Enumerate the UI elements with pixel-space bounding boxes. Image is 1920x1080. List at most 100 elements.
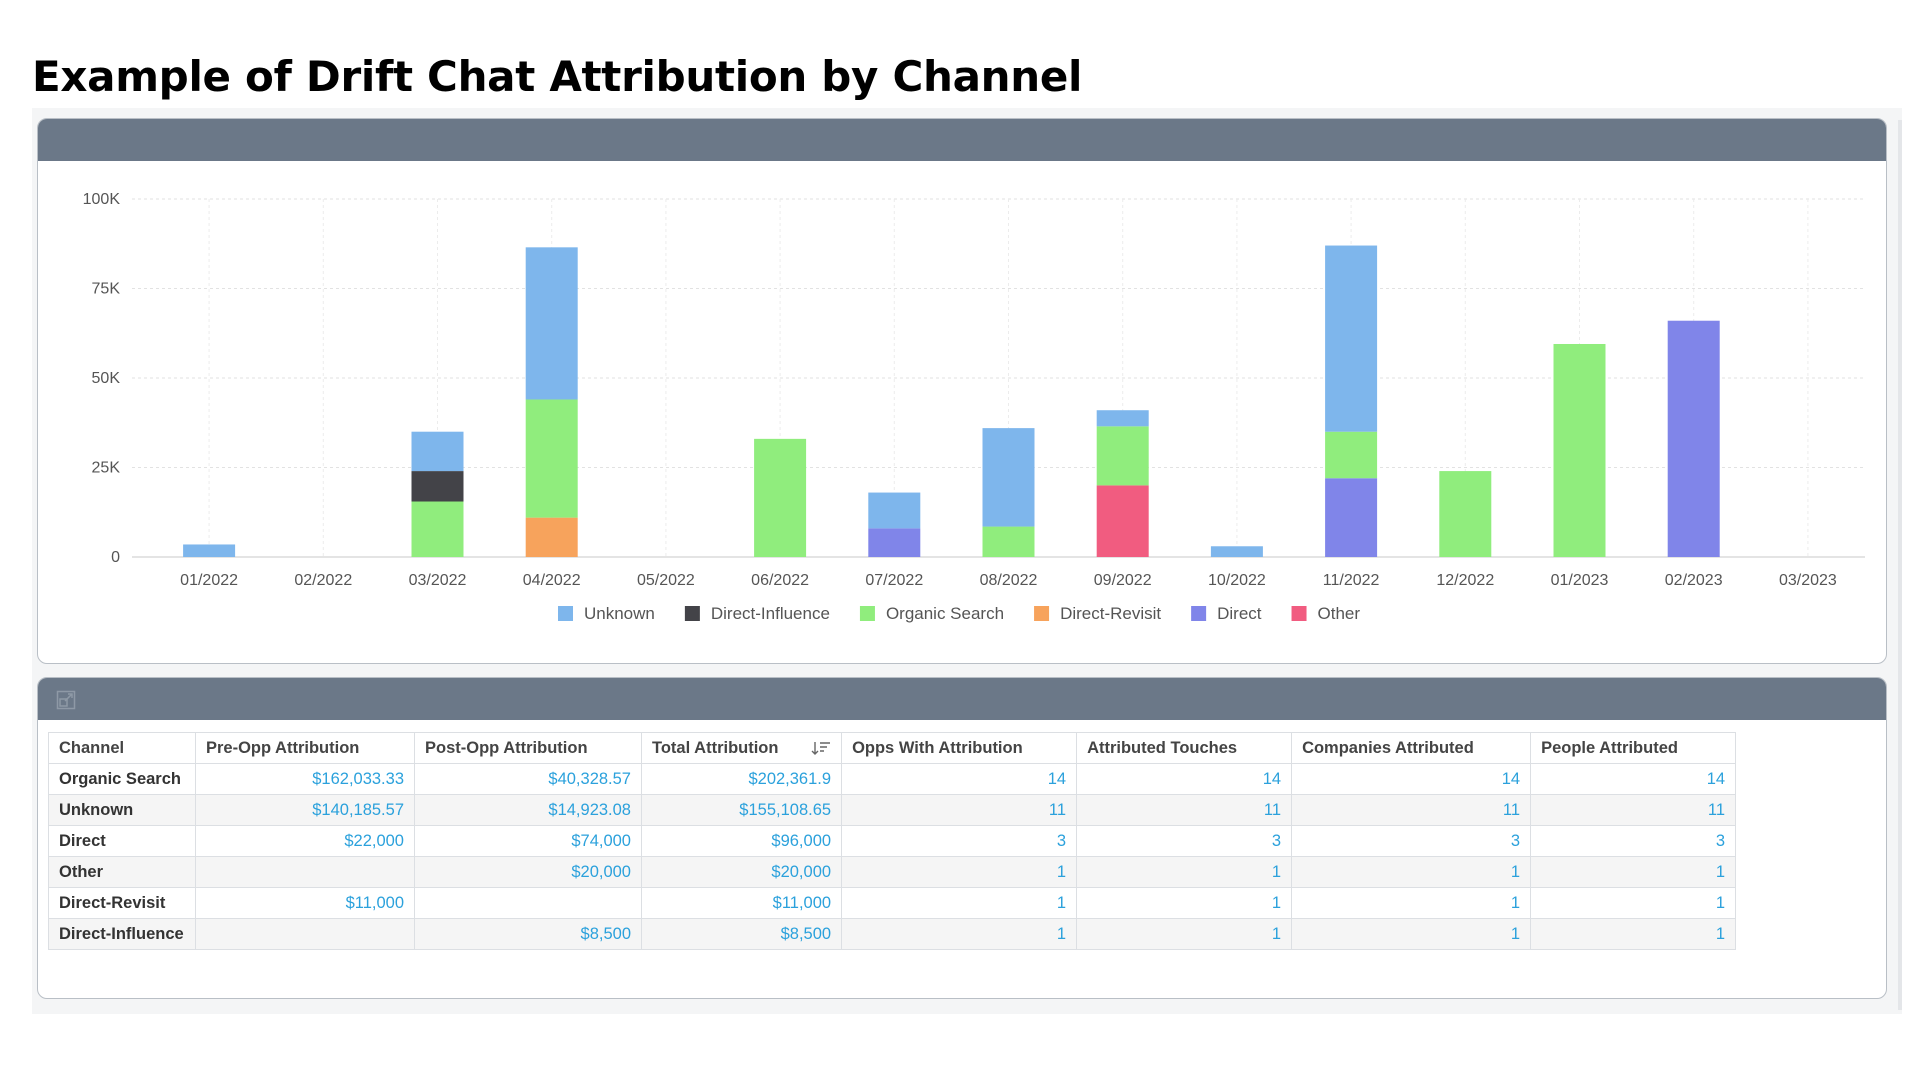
column-header-people[interactable]: People Attributed xyxy=(1530,732,1737,764)
sort-icon[interactable] xyxy=(811,740,831,756)
bar-segment-organic-search[interactable] xyxy=(525,399,578,518)
expand-icon[interactable] xyxy=(56,690,76,710)
legend-label[interactable]: Direct-Revisit xyxy=(1060,604,1161,623)
cell-channel: Unknown xyxy=(48,794,196,826)
cell-companies[interactable]: 1 xyxy=(1291,887,1532,919)
cell-post-opp[interactable]: $8,500 xyxy=(414,918,642,950)
legend-label[interactable]: Direct xyxy=(1217,604,1262,623)
cell-touches[interactable]: 14 xyxy=(1076,763,1293,795)
cell-companies[interactable]: 1 xyxy=(1291,856,1532,888)
cell-post-opp[interactable] xyxy=(414,887,642,919)
legend-label[interactable]: Unknown xyxy=(584,604,655,623)
bar-segment-organic-search[interactable] xyxy=(982,526,1035,557)
x-tick-label: 04/2022 xyxy=(523,572,581,589)
y-tick-label: 0 xyxy=(111,549,120,566)
bar-segment-unknown[interactable] xyxy=(982,428,1035,527)
column-header-channel[interactable]: Channel xyxy=(48,732,196,764)
cell-opps[interactable]: 3 xyxy=(841,825,1078,857)
cell-total[interactable]: $11,000 xyxy=(640,887,843,919)
y-tick-label: 50K xyxy=(92,370,121,387)
legend-swatch[interactable] xyxy=(684,606,700,621)
cell-pre-opp[interactable]: $162,033.33 xyxy=(195,763,415,795)
cell-total[interactable]: $202,361.9 xyxy=(640,763,843,795)
cell-people[interactable]: 1 xyxy=(1530,918,1737,950)
bar-segment-unknown[interactable] xyxy=(1096,410,1149,427)
cell-touches[interactable]: 1 xyxy=(1076,918,1293,950)
bar-segment-organic-search[interactable] xyxy=(754,438,807,557)
bar-segment-unknown[interactable] xyxy=(411,431,464,472)
table-row: Direct-Revisit $11,000 $11,000 1 1 1 1 xyxy=(48,887,1737,919)
bar-segment-direct-revisit[interactable] xyxy=(525,517,578,557)
cell-companies[interactable]: 14 xyxy=(1291,763,1532,795)
cell-opps[interactable]: 1 xyxy=(841,918,1078,950)
bar-segment-other[interactable] xyxy=(1096,485,1149,557)
bar-segment-unknown[interactable] xyxy=(183,544,236,557)
cell-total[interactable]: $8,500 xyxy=(640,918,843,950)
cell-touches[interactable]: 3 xyxy=(1076,825,1293,857)
cell-post-opp[interactable]: $40,328.57 xyxy=(414,763,642,795)
bar-segment-organic-search[interactable] xyxy=(1553,343,1606,557)
bar-segment-unknown[interactable] xyxy=(1325,245,1378,432)
legend-label[interactable]: Direct-Influence xyxy=(711,604,830,623)
cell-total[interactable]: $20,000 xyxy=(640,856,843,888)
cell-pre-opp[interactable]: $11,000 xyxy=(195,887,415,919)
legend-swatch[interactable] xyxy=(558,606,573,621)
cell-companies[interactable]: 1 xyxy=(1291,918,1532,950)
cell-pre-opp[interactable]: $22,000 xyxy=(195,825,415,857)
bar-segment-unknown[interactable] xyxy=(868,492,921,529)
cell-companies[interactable]: 11 xyxy=(1291,794,1532,826)
cell-post-opp[interactable]: $74,000 xyxy=(414,825,642,857)
column-header-total[interactable]: Total Attribution xyxy=(640,732,843,764)
cell-pre-opp[interactable] xyxy=(195,918,415,950)
legend-label[interactable]: Organic Search xyxy=(886,604,1004,623)
cell-channel: Other xyxy=(48,856,196,888)
cell-touches[interactable]: 11 xyxy=(1076,794,1293,826)
legend-swatch[interactable] xyxy=(1191,606,1207,621)
cell-opps[interactable]: 1 xyxy=(841,856,1078,888)
cell-total[interactable]: $96,000 xyxy=(640,825,843,857)
legend-swatch[interactable] xyxy=(1034,606,1050,621)
legend-label[interactable]: Other xyxy=(1318,604,1361,623)
cell-touches[interactable]: 1 xyxy=(1076,887,1293,919)
bar-segment-direct[interactable] xyxy=(1325,478,1378,557)
bar-segment-organic-search[interactable] xyxy=(411,501,464,557)
cell-channel: Direct-Revisit xyxy=(48,887,196,919)
x-tick-label: 09/2022 xyxy=(1094,572,1152,589)
bar-segment-direct-influence[interactable] xyxy=(411,471,464,502)
legend-swatch[interactable] xyxy=(1291,606,1307,621)
bar-segment-unknown[interactable] xyxy=(525,247,578,400)
cell-pre-opp[interactable]: $140,185.57 xyxy=(195,794,415,826)
cell-opps[interactable]: 11 xyxy=(841,794,1078,826)
cell-post-opp[interactable]: $14,923.08 xyxy=(414,794,642,826)
cell-channel: Direct xyxy=(48,825,196,857)
bar-segment-organic-search[interactable] xyxy=(1439,471,1492,557)
bar-segment-unknown[interactable] xyxy=(1210,546,1263,557)
cell-total[interactable]: $155,108.65 xyxy=(640,794,843,826)
column-header-opps[interactable]: Opps With Attribution xyxy=(841,732,1078,764)
y-tick-label: 100K xyxy=(83,191,121,208)
x-tick-label: 01/2022 xyxy=(180,572,238,589)
x-tick-label: 03/2023 xyxy=(1779,572,1837,589)
bar-segment-organic-search[interactable] xyxy=(1325,431,1378,479)
cell-opps[interactable]: 14 xyxy=(841,763,1078,795)
cell-people[interactable]: 3 xyxy=(1530,825,1737,857)
cell-people[interactable]: 14 xyxy=(1530,763,1737,795)
cell-opps[interactable]: 1 xyxy=(841,887,1078,919)
x-tick-label: 10/2022 xyxy=(1208,572,1266,589)
bar-segment-organic-search[interactable] xyxy=(1096,426,1149,486)
table-header-row: Channel Pre-Opp Attribution Post-Opp Att… xyxy=(48,732,1737,764)
column-header-touches[interactable]: Attributed Touches xyxy=(1076,732,1293,764)
cell-companies[interactable]: 3 xyxy=(1291,825,1532,857)
legend-swatch[interactable] xyxy=(859,606,875,621)
column-header-companies[interactable]: Companies Attributed xyxy=(1291,732,1532,764)
cell-people[interactable]: 1 xyxy=(1530,856,1737,888)
cell-people[interactable]: 11 xyxy=(1530,794,1737,826)
cell-pre-opp[interactable] xyxy=(195,856,415,888)
cell-touches[interactable]: 1 xyxy=(1076,856,1293,888)
cell-post-opp[interactable]: $20,000 xyxy=(414,856,642,888)
column-header-post-opp[interactable]: Post-Opp Attribution xyxy=(414,732,642,764)
bar-segment-direct[interactable] xyxy=(1667,320,1720,557)
cell-people[interactable]: 1 xyxy=(1530,887,1737,919)
bar-segment-direct[interactable] xyxy=(868,528,921,557)
column-header-pre-opp[interactable]: Pre-Opp Attribution xyxy=(195,732,415,764)
